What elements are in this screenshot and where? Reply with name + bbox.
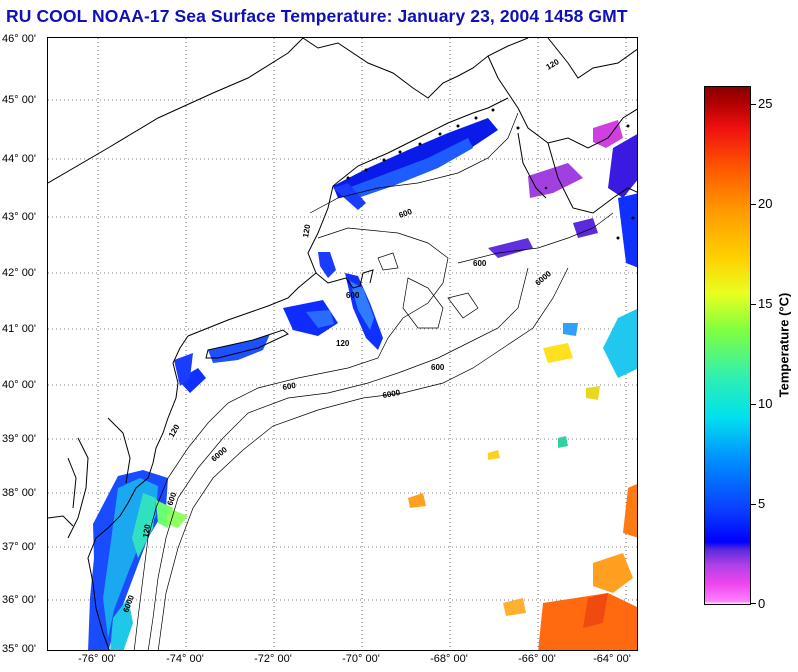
colorbar-tick-0: 0 <box>758 596 766 611</box>
contour-label-600: 600 <box>398 207 414 220</box>
lat-label-39: 39° 00' <box>2 433 37 445</box>
coastal-islands <box>346 108 635 240</box>
map-canvas: 120 120 600 600 6000 600 120 600 600 600… <box>48 38 637 650</box>
colorbar-tick-5: 5 <box>758 496 766 511</box>
colorbar-tickmark <box>750 304 756 305</box>
lat-label-44: 44° 00' <box>2 153 37 165</box>
contour-label-120: 120 <box>167 422 182 439</box>
lat-label-43: 43° 00' <box>2 211 37 223</box>
colorbar-tick-10: 10 <box>758 396 773 411</box>
lon-label-68: -68° 00' <box>430 653 468 665</box>
colorbar-tickmark <box>750 404 756 405</box>
lat-label-42: 42° 00' <box>2 267 37 279</box>
colorbar-tickmark <box>750 504 756 505</box>
contour-label-120: 120 <box>545 57 562 72</box>
colorbar-tick-25: 25 <box>758 96 773 111</box>
temperature-colorbar <box>704 86 751 605</box>
sst-map: 120 120 600 600 6000 600 120 600 600 600… <box>47 37 638 651</box>
lat-label-38: 38° 00' <box>2 487 37 499</box>
contour-label-600: 600 <box>473 259 487 268</box>
contour-label-600: 600 <box>431 363 445 372</box>
lon-label-74: -74° 00' <box>166 653 204 665</box>
lon-label-70: -70° 00' <box>342 653 380 665</box>
contour-label-600: 600 <box>165 491 178 507</box>
lat-label-40: 40° 00' <box>2 379 37 391</box>
contour-labels: 120 120 600 600 6000 600 120 600 600 600… <box>121 57 561 614</box>
lat-label-36: 36° 00' <box>2 594 37 606</box>
contour-label-6000: 6000 <box>210 445 230 464</box>
contour-label-6000: 6000 <box>534 269 554 288</box>
contour-label-600: 600 <box>282 381 297 392</box>
colorbar-tick-20: 20 <box>758 196 773 211</box>
lat-label-37: 37° 00' <box>2 541 37 553</box>
contour-label-120: 120 <box>336 339 350 348</box>
lat-label-45: 45° 00' <box>2 94 37 106</box>
colorbar-tickmark <box>750 603 756 604</box>
contour-label-120: 120 <box>301 223 312 238</box>
coastline <box>48 38 637 650</box>
lon-label-72: -72° 00' <box>254 653 292 665</box>
sst-field <box>88 118 637 650</box>
map-title: RU COOL NOAA-17 Sea Surface Temperature:… <box>6 6 628 26</box>
bathymetry-contours <box>133 112 614 650</box>
lat-label-35: 35° 00' <box>2 643 37 655</box>
contour-label-6000: 6000 <box>382 388 402 400</box>
contour-label-120: 120 <box>141 523 152 538</box>
graticule <box>48 38 637 650</box>
lat-label-46: 46° 00' <box>2 33 37 45</box>
lon-label-76: -76° 00' <box>78 653 116 665</box>
colorbar-tickmark <box>750 104 756 105</box>
colorbar-tick-15: 15 <box>758 296 773 311</box>
contour-label-600: 600 <box>346 291 360 300</box>
colorbar-label: Temperature (°C) <box>776 292 792 398</box>
lon-label-66: -66° 00' <box>518 653 556 665</box>
lon-label-64: -64° 00' <box>593 653 631 665</box>
colorbar-tickmark <box>750 204 756 205</box>
lat-label-41: 41° 00' <box>2 323 37 335</box>
